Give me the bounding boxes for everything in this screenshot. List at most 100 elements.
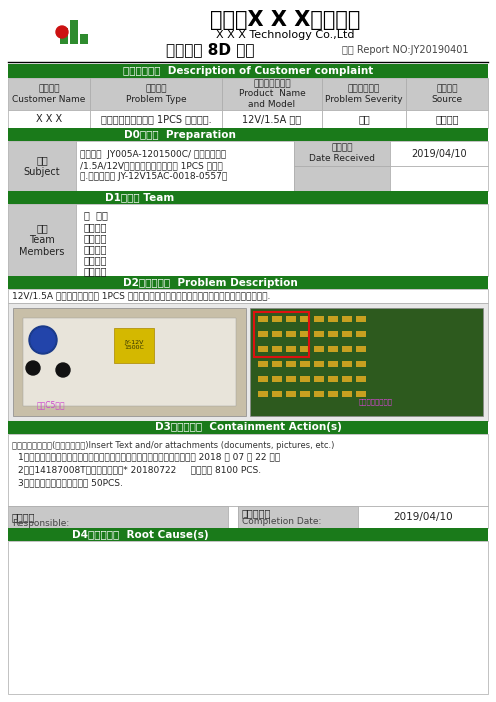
Bar	[342, 391, 352, 397]
Bar	[8, 289, 488, 303]
Bar	[258, 316, 268, 322]
Bar	[272, 361, 282, 367]
Bar	[358, 506, 488, 528]
Bar	[228, 506, 238, 528]
Bar	[258, 331, 268, 337]
Bar	[90, 78, 222, 110]
Bar	[76, 141, 294, 191]
Bar	[342, 376, 352, 382]
Text: X X X: X X X	[36, 114, 62, 124]
Bar	[356, 361, 366, 367]
Bar	[8, 541, 488, 694]
Text: JY-12V
1500C: JY-12V 1500C	[124, 340, 144, 350]
Bar	[342, 346, 352, 352]
Bar	[8, 191, 488, 204]
Text: 3）查询厂内此批产品库存有 50PCS.: 3）查询厂内此批产品库存有 50PCS.	[18, 478, 123, 487]
Text: 12V/1.5A 国标: 12V/1.5A 国标	[243, 114, 302, 124]
Bar	[300, 346, 310, 352]
Text: 主题
Subject: 主题 Subject	[24, 155, 61, 177]
Bar	[406, 78, 488, 110]
Text: D3：应急措施  Containment Action(s): D3：应急措施 Containment Action(s)	[155, 423, 341, 432]
Bar	[90, 110, 222, 128]
Bar	[328, 316, 338, 322]
Bar	[294, 141, 390, 166]
Bar	[314, 391, 324, 397]
Text: 严重: 严重	[358, 114, 370, 124]
Text: 组  长：: 组 长：	[84, 211, 108, 220]
Bar	[8, 141, 76, 191]
Bar	[328, 331, 338, 337]
Bar	[328, 391, 338, 397]
Bar	[314, 331, 324, 337]
Text: 工程部：: 工程部：	[84, 244, 108, 254]
Bar	[222, 110, 322, 128]
Bar	[390, 166, 488, 191]
Bar	[286, 376, 296, 382]
Text: 投诉来源
Source: 投诉来源 Source	[432, 84, 463, 104]
Bar	[250, 308, 483, 416]
Text: 编号 Report NO:JY20190401: 编号 Report NO:JY20190401	[342, 45, 468, 55]
Text: X X X Technology Co.,Ltd: X X X Technology Co.,Ltd	[216, 30, 354, 40]
Bar	[286, 391, 296, 397]
Text: 完成日期：: 完成日期：	[242, 508, 271, 518]
Bar	[356, 346, 366, 352]
Bar	[300, 316, 310, 322]
Circle shape	[26, 361, 40, 375]
Text: 2019/04/10: 2019/04/10	[411, 149, 467, 159]
Text: 电解C5鼓包: 电解C5鼓包	[37, 401, 65, 409]
Bar	[8, 78, 90, 110]
Bar	[286, 361, 296, 367]
Bar	[356, 391, 366, 397]
Bar	[114, 328, 154, 363]
Text: 责任人：: 责任人：	[12, 512, 36, 522]
Text: 深圳市X X X有限公司: 深圳市X X X有限公司	[210, 10, 360, 30]
Bar	[76, 204, 488, 276]
Bar	[8, 110, 90, 128]
Text: 业务部：: 业务部：	[84, 255, 108, 265]
Text: /1.5A/12V，市场消费者使用退回 1PCS 电源损: /1.5A/12V，市场消费者使用退回 1PCS 电源损	[80, 161, 223, 170]
Text: 问题类型
Problem Type: 问题类型 Problem Type	[125, 84, 186, 104]
Bar	[23, 318, 236, 406]
Bar	[286, 331, 296, 337]
Text: 生产部：: 生产部：	[84, 233, 108, 243]
Bar	[13, 308, 246, 416]
Bar	[272, 346, 282, 352]
Bar	[258, 376, 268, 382]
Bar	[258, 361, 268, 367]
Text: 市场消费者使用退回 1PCS 电源损坏.: 市场消费者使用退回 1PCS 电源损坏.	[101, 114, 211, 124]
Bar	[328, 376, 338, 382]
Text: 客户市场: 客户市场	[435, 114, 459, 124]
Bar	[294, 166, 390, 191]
Bar	[300, 361, 310, 367]
Bar	[8, 128, 488, 141]
Text: 可插入文本、附件(文件、图片等)Insert Text and/or attachments (documents, pictures, etc.): 可插入文本、附件(文件、图片等)Insert Text and/or attac…	[12, 441, 334, 450]
Text: 产品名称及型号
Product  Name
and Model: 产品名称及型号 Product Name and Model	[239, 79, 306, 109]
Bar	[8, 421, 488, 434]
Bar	[314, 376, 324, 382]
Bar	[60, 28, 68, 44]
Circle shape	[56, 26, 68, 38]
Bar	[286, 316, 296, 322]
Bar	[356, 376, 366, 382]
Bar	[272, 391, 282, 397]
Text: D2：问题描述  Problem Description: D2：问题描述 Problem Description	[123, 277, 298, 288]
Bar	[8, 506, 228, 528]
Text: Responsible:: Responsible:	[12, 519, 69, 527]
Text: 问题严重程度
Problem Severity: 问题严重程度 Problem Severity	[325, 84, 403, 104]
Text: 采购部：: 采购部：	[84, 266, 108, 276]
Bar	[328, 361, 338, 367]
Text: D0：准备  Preparation: D0：准备 Preparation	[124, 129, 236, 140]
Bar	[272, 316, 282, 322]
Bar	[272, 376, 282, 382]
Bar	[8, 434, 488, 506]
Text: D1：团队 Team: D1：团队 Team	[105, 192, 175, 202]
Text: 1）收到不良品后，立即组织技术、品质、生产人员一起分析，生产日期是 2018 年 07 月 22 日。: 1）收到不良品后，立即组织技术、品质、生产人员一起分析，生产日期是 2018 年…	[18, 452, 280, 461]
Bar	[8, 64, 488, 78]
Text: D4：根木原因  Root Cause(s): D4：根木原因 Root Cause(s)	[72, 529, 208, 540]
Text: 接收日期
Date Received: 接收日期 Date Received	[309, 144, 375, 163]
Bar	[300, 331, 310, 337]
Bar	[356, 316, 366, 322]
Bar	[8, 276, 488, 289]
Text: 坏.（吉音编码 JY-12V15AC-0018-0557）: 坏.（吉音编码 JY-12V15AC-0018-0557）	[80, 172, 227, 181]
Bar	[322, 110, 406, 128]
